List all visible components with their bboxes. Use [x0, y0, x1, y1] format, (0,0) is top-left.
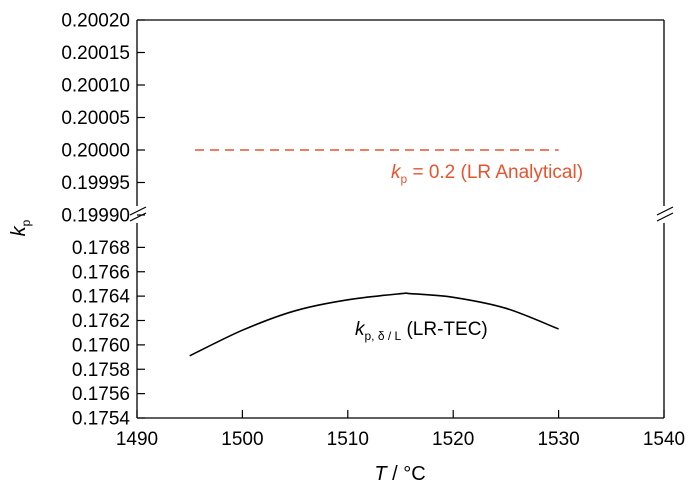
x-tick-label: 1520 — [432, 429, 474, 450]
y-axis-label: kp — [8, 219, 33, 236]
lower-y-tick-label: 0.1754 — [72, 409, 131, 430]
lower-y-tick-label: 0.1760 — [72, 335, 130, 356]
x-label-italic: T — [374, 463, 388, 485]
upper-y-tick-label: 0.19990 — [61, 206, 130, 227]
analytical-label-rest: = 0.2 (LR Analytical) — [407, 162, 583, 183]
x-axis-label: T / °C — [374, 463, 425, 485]
upper-y-tick-label: 0.20020 — [61, 11, 130, 32]
lower-y-tick-label: 0.1766 — [72, 262, 130, 283]
lower-y-tick-label: 0.1768 — [72, 238, 130, 259]
x-tick-label: 1510 — [327, 429, 369, 450]
upper-y-tick-label: 0.20010 — [61, 76, 130, 97]
series-layer — [189, 149, 559, 357]
upper-y-tick-label: 0.19995 — [61, 173, 130, 194]
lower-y-tick-label: 0.1758 — [72, 360, 130, 381]
right-break-mark-1 — [656, 206, 674, 216]
left-break-mark-2 — [129, 212, 147, 222]
upper-y-tick-label: 0.20005 — [61, 108, 130, 129]
analytical-label-sub: p — [401, 172, 408, 186]
series-line-lr-tec — [189, 292, 559, 357]
x-tick-label: 1540 — [643, 429, 685, 450]
y-label-sub: p — [19, 219, 33, 226]
upper-y-axis-ticks: 0.20020 0.20015 0.20010 0.20005 0.20000 0.199… — [61, 11, 145, 227]
x-tick-label: 1500 — [221, 429, 263, 450]
upper-y-tick-label: 0.20015 — [61, 43, 130, 64]
upper-y-tick-label: 0.20000 — [61, 141, 130, 162]
left-break-mark-1 — [129, 206, 147, 216]
lower-y-axis-ticks: 0.1768 0.1766 0.1764 0.1762 0.1760 0.1758 0.17… — [72, 238, 145, 430]
x-tick-label: 1530 — [537, 429, 579, 450]
y-label-italic: k — [8, 225, 30, 236]
tec-label-rest: (LR-TEC) — [401, 319, 488, 340]
tec-series-label: kp, δ / L (LR-TEC) — [355, 319, 488, 343]
tec-label-k: k — [355, 319, 366, 340]
lower-y-tick-label: 0.1756 — [72, 384, 130, 405]
lower-y-tick-label: 0.1764 — [72, 287, 131, 308]
lower-y-tick-label: 0.1762 — [72, 311, 130, 332]
right-break-mark-2 — [656, 212, 674, 222]
tec-label-sub: p, δ / L — [365, 329, 402, 343]
x-axis-ticks: 1490 1500 1510 1520 1530 1540 — [116, 410, 685, 450]
x-tick-label: 1490 — [116, 429, 158, 450]
plot-frame — [129, 19, 674, 419]
analytical-label-k: k — [391, 162, 402, 183]
analytical-series-label: kp = 0.2 (LR Analytical) — [391, 162, 583, 186]
x-label-rest: / °C — [387, 463, 426, 485]
